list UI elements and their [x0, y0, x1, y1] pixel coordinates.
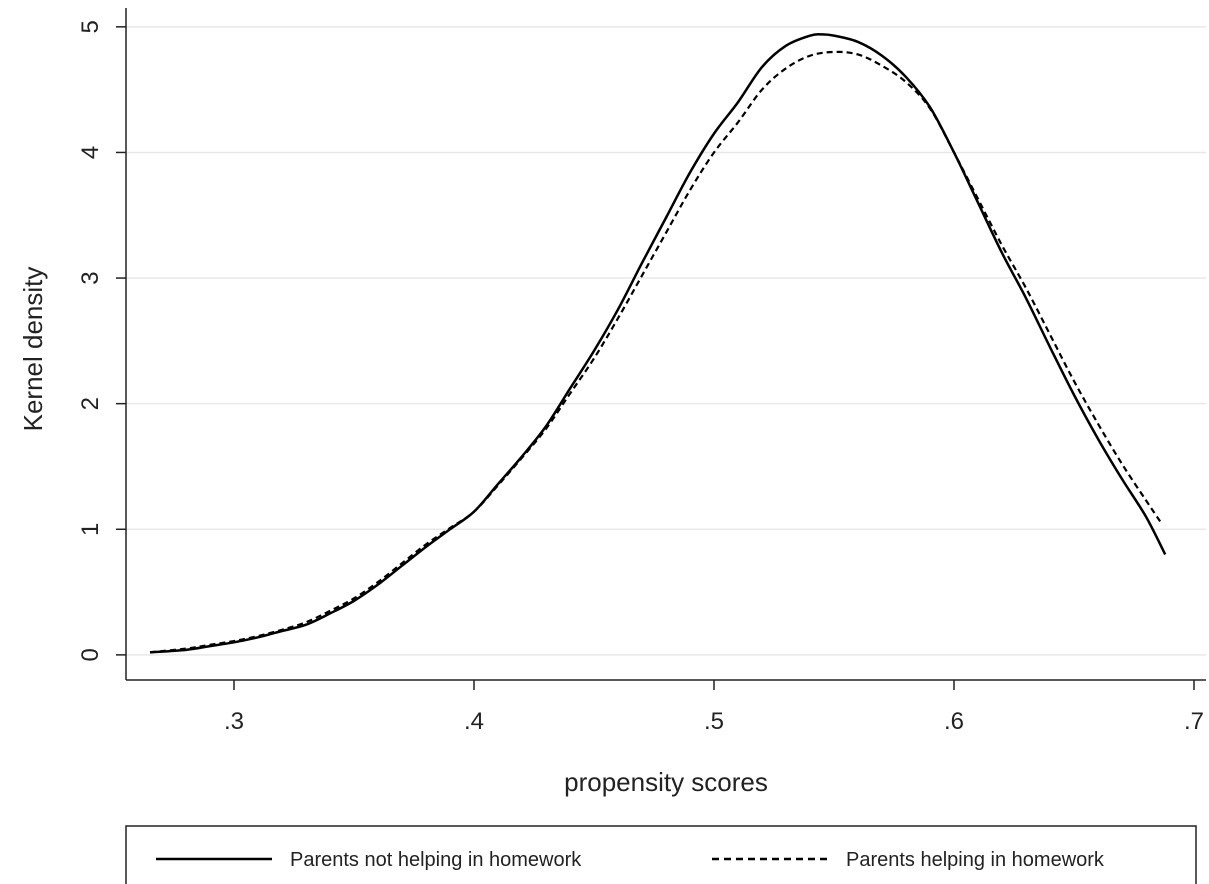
x-axis-title: propensity scores	[564, 767, 768, 797]
series-line-helping	[149, 50, 1162, 654]
legend-label-helping: Parents helping in homework	[846, 849, 1105, 871]
x-tick-label-1: .4	[464, 708, 484, 735]
legend: Parents not helping in homework Parents …	[125, 825, 1197, 884]
y-tick-label-5: 5	[77, 20, 104, 33]
x-tick-label-3: .6	[944, 708, 964, 735]
legend-label-not-helping: Parents not helping in homework	[290, 849, 582, 871]
y-tick-label-2: 2	[77, 397, 104, 410]
x-tick-label-4: .7	[1184, 708, 1204, 735]
y-tick-label-1: 1	[77, 523, 104, 536]
series-line-not-helping	[149, 33, 1167, 654]
axes: 0 1 2 3 4 5 .3 .4 .5 .6 .7	[77, 8, 1206, 735]
x-tick-label-0: .3	[224, 708, 244, 735]
legend-box	[125, 825, 1197, 884]
x-tick-label-2: .5	[704, 708, 724, 735]
y-tick-label-4: 4	[77, 146, 104, 159]
y-tick-label-0: 0	[77, 648, 104, 661]
y-tick-label-3: 3	[77, 271, 104, 284]
y-axis-title: Kernel density	[18, 267, 48, 432]
gridlines	[126, 26, 1206, 656]
series-lines	[149, 33, 1167, 654]
